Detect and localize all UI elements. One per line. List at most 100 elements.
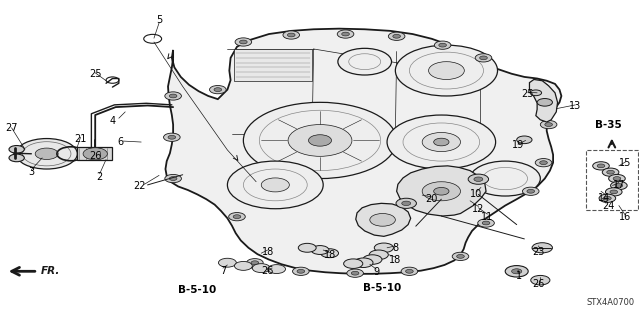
Circle shape bbox=[511, 269, 522, 274]
Circle shape bbox=[610, 190, 618, 194]
Circle shape bbox=[252, 264, 270, 272]
Circle shape bbox=[288, 124, 352, 156]
Circle shape bbox=[597, 164, 605, 168]
Text: STX4A0700: STX4A0700 bbox=[586, 298, 634, 307]
Circle shape bbox=[311, 246, 329, 255]
Circle shape bbox=[435, 41, 451, 49]
Circle shape bbox=[165, 174, 181, 183]
Circle shape bbox=[536, 85, 544, 89]
Polygon shape bbox=[529, 79, 557, 122]
Circle shape bbox=[234, 262, 252, 270]
Circle shape bbox=[545, 123, 552, 126]
Polygon shape bbox=[77, 147, 113, 160]
Circle shape bbox=[477, 219, 494, 227]
Circle shape bbox=[292, 267, 309, 275]
Circle shape bbox=[239, 40, 247, 44]
Circle shape bbox=[170, 177, 177, 181]
Polygon shape bbox=[356, 203, 411, 236]
Circle shape bbox=[532, 83, 548, 91]
Circle shape bbox=[233, 215, 241, 219]
Text: 15: 15 bbox=[619, 158, 632, 168]
Circle shape bbox=[268, 265, 285, 273]
Text: 18: 18 bbox=[389, 255, 401, 264]
Circle shape bbox=[283, 31, 300, 39]
Circle shape bbox=[246, 259, 263, 267]
Circle shape bbox=[388, 32, 405, 41]
Circle shape bbox=[298, 243, 316, 252]
Circle shape bbox=[605, 188, 622, 196]
Text: 11: 11 bbox=[481, 212, 493, 222]
Circle shape bbox=[338, 48, 392, 75]
Text: 9: 9 bbox=[373, 267, 380, 277]
Circle shape bbox=[607, 170, 614, 174]
Text: 25: 25 bbox=[522, 89, 534, 100]
Text: 21: 21 bbox=[74, 134, 86, 144]
Bar bbox=[586, 150, 638, 210]
Circle shape bbox=[604, 196, 611, 200]
Circle shape bbox=[251, 261, 259, 265]
Circle shape bbox=[527, 189, 534, 193]
Text: B-5-10: B-5-10 bbox=[364, 283, 402, 293]
Text: 22: 22 bbox=[134, 182, 146, 191]
Circle shape bbox=[422, 182, 461, 201]
Text: 6: 6 bbox=[118, 137, 124, 147]
Circle shape bbox=[393, 34, 401, 38]
Text: 26: 26 bbox=[532, 279, 545, 289]
Text: 13: 13 bbox=[570, 100, 582, 110]
Circle shape bbox=[168, 135, 175, 139]
Circle shape bbox=[228, 212, 245, 221]
Circle shape bbox=[170, 94, 177, 98]
Text: 2: 2 bbox=[97, 172, 103, 182]
Circle shape bbox=[429, 62, 465, 79]
Text: 20: 20 bbox=[426, 194, 438, 204]
Circle shape bbox=[308, 135, 332, 146]
Text: 7: 7 bbox=[220, 266, 226, 276]
Circle shape bbox=[516, 136, 532, 144]
Text: 18: 18 bbox=[262, 247, 274, 256]
Text: B-5-10: B-5-10 bbox=[179, 286, 216, 295]
Circle shape bbox=[235, 38, 252, 46]
Circle shape bbox=[522, 187, 539, 196]
Text: 23: 23 bbox=[532, 247, 545, 256]
Circle shape bbox=[165, 92, 181, 100]
Circle shape bbox=[243, 102, 397, 179]
Polygon shape bbox=[166, 29, 561, 274]
Circle shape bbox=[344, 259, 363, 269]
Circle shape bbox=[209, 85, 226, 94]
Text: 24: 24 bbox=[602, 201, 615, 211]
Circle shape bbox=[532, 243, 552, 253]
Circle shape bbox=[214, 88, 221, 92]
Polygon shape bbox=[397, 166, 486, 216]
Circle shape bbox=[434, 188, 449, 195]
Circle shape bbox=[351, 271, 359, 275]
Circle shape bbox=[434, 138, 449, 146]
Text: 4: 4 bbox=[109, 116, 115, 126]
Circle shape bbox=[369, 250, 388, 260]
Circle shape bbox=[611, 182, 627, 190]
Circle shape bbox=[470, 161, 540, 196]
Circle shape bbox=[599, 194, 616, 202]
Circle shape bbox=[609, 174, 625, 183]
Text: 8: 8 bbox=[392, 243, 399, 253]
Circle shape bbox=[422, 132, 461, 152]
Text: 17: 17 bbox=[612, 180, 625, 190]
Circle shape bbox=[615, 184, 623, 188]
Circle shape bbox=[457, 255, 465, 258]
Circle shape bbox=[535, 159, 552, 167]
Circle shape bbox=[475, 54, 492, 62]
Text: 1: 1 bbox=[516, 271, 522, 281]
Circle shape bbox=[474, 177, 483, 182]
Text: 14: 14 bbox=[598, 193, 611, 203]
Text: FR.: FR. bbox=[40, 266, 60, 276]
Circle shape bbox=[9, 145, 24, 153]
Text: 5: 5 bbox=[156, 15, 162, 25]
Circle shape bbox=[83, 148, 108, 160]
Text: 27: 27 bbox=[5, 123, 18, 133]
Circle shape bbox=[363, 255, 382, 264]
Circle shape bbox=[227, 161, 323, 209]
Circle shape bbox=[261, 178, 289, 192]
Circle shape bbox=[396, 198, 417, 208]
Text: 16: 16 bbox=[619, 212, 632, 222]
Circle shape bbox=[402, 201, 411, 205]
Circle shape bbox=[505, 266, 528, 277]
